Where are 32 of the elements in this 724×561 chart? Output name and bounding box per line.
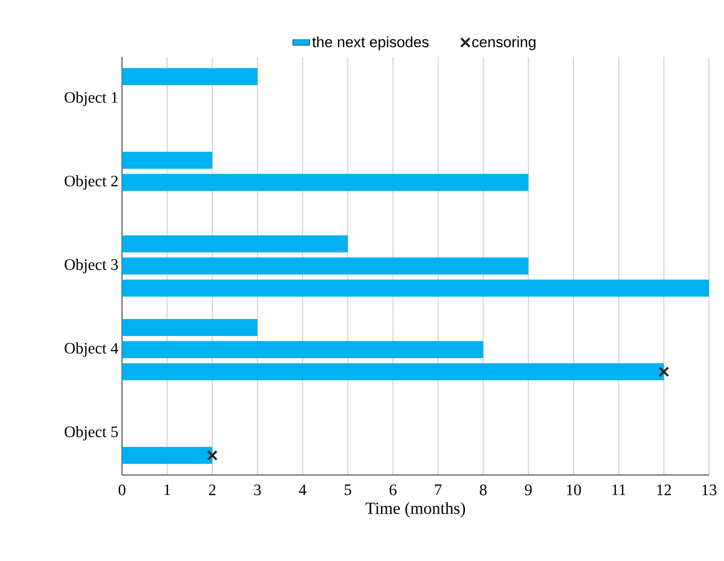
x-tick-label: 1 [164,484,170,496]
x-tick-label: 4 [298,484,306,496]
bar [122,318,258,336]
bar [122,341,484,358]
y-tick-label: Object 1 [64,92,118,106]
x-tick-label: 13 [702,484,716,496]
bar [122,258,528,275]
bar [122,363,664,380]
y-tick-label: Object 2 [64,175,118,190]
y-tick-label: Object 3 [64,258,118,274]
x-tick-label: 11 [612,484,626,496]
bar [122,235,348,252]
x-axis-title: Time (months) [366,502,466,518]
legend-label: the next episodes [312,36,429,50]
bar [122,174,528,191]
bar [122,280,710,297]
x-tick-label: 10 [566,484,581,496]
x-tick-label: 7 [435,484,442,495]
y-tick-label: Object 5 [64,426,118,440]
y-tick-label: Object 4 [64,342,118,357]
x-tick-label: 2 [209,484,216,496]
x-tick-label: 5 [344,484,352,496]
x-tick-label: 9 [524,484,532,496]
x-tick-label: 6 [390,484,396,496]
x-tick-label: 0 [118,484,126,496]
x-tick-label: 8 [480,484,487,496]
legend-label: censoring [472,36,536,50]
bar [122,446,212,464]
bar [122,152,212,169]
bar [122,68,258,86]
x-tick-label: 3 [254,484,261,496]
x-tick-label: 12 [657,484,671,496]
